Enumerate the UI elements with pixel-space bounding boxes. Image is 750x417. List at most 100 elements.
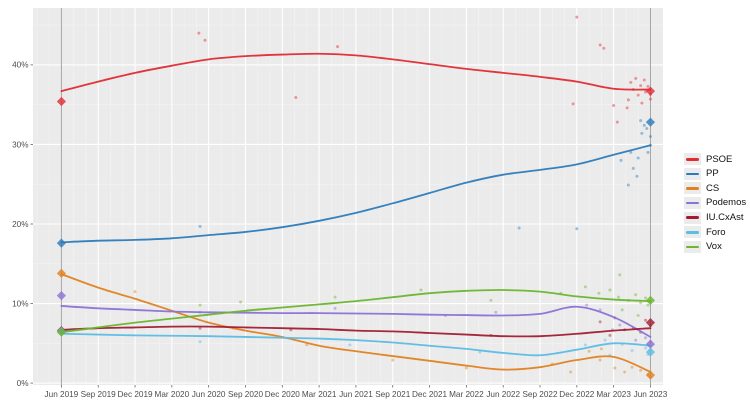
poll-dot-Foro	[630, 348, 634, 352]
poll-dot-PSOE	[626, 98, 630, 102]
iu-cxast-key-box	[684, 211, 701, 224]
poll-dot-CS	[598, 358, 602, 362]
podemos-key-box	[684, 197, 701, 210]
poll-dot-Podemos	[634, 338, 638, 342]
legend-item-vox: Vox	[684, 240, 746, 255]
legend-item-pp: PP	[684, 167, 746, 182]
vox-key-box	[684, 240, 701, 253]
poll-dot-PSOE	[203, 38, 207, 42]
poll-dot-PSOE	[639, 84, 643, 88]
poll-dot-PSOE	[640, 101, 644, 105]
poll-dot-IU.CxAst	[598, 320, 602, 324]
poll-dot-PSOE	[575, 15, 579, 19]
legend-item-iu-cxast: IU.CxAst	[684, 210, 746, 225]
poll-dot-Podemos	[618, 323, 622, 327]
cs-line-swatch	[686, 187, 699, 190]
result-diamond-PSOE	[56, 96, 66, 107]
poll-dot-PP	[626, 183, 630, 187]
trend-line-Vox	[60, 289, 652, 334]
poll-dot-PSOE	[615, 120, 619, 124]
poll-dot-Vox	[639, 301, 643, 305]
pp-key-box	[684, 167, 701, 180]
trend-line-Podemos	[60, 305, 652, 338]
poll-dot-PP	[629, 150, 633, 154]
x-tick-label: Sep 2020	[228, 390, 264, 399]
poll-dot-PSOE	[625, 106, 629, 110]
poll-dot-Vox	[198, 303, 202, 307]
poll-dot-Vox	[636, 313, 640, 317]
legend-item-cs: CS	[684, 181, 746, 196]
poll-dot-PP	[636, 156, 640, 160]
poll-dot-PSOE	[636, 93, 640, 97]
legend-label-psoe: PSOE	[706, 153, 733, 165]
poll-dot-PP	[642, 123, 646, 127]
poll-dot-PP	[517, 226, 521, 230]
vox-line-swatch	[686, 245, 699, 249]
poll-dot-Vox	[239, 300, 243, 304]
poll-dot-Podemos	[494, 310, 498, 314]
poll-dot-CS	[464, 366, 468, 370]
poll-dot-Vox	[634, 293, 638, 297]
poll-dot-CS	[613, 366, 617, 370]
poll-dot-PSOE	[197, 31, 201, 35]
poll-dot-PP	[639, 119, 643, 123]
x-tick-label: Sep 2019	[81, 390, 117, 399]
x-tick-label: Jun 2023	[634, 390, 668, 399]
poll-dot-PSOE	[642, 78, 646, 82]
result-diamond-Podemos	[645, 339, 656, 349]
legend: PSOE PP CS Podemos IU.CxAst Foro Vox	[684, 152, 746, 254]
poll-dot-Foro	[644, 346, 648, 350]
poll-dot-PSOE	[648, 97, 652, 101]
result-diamond-IU.CxAst	[645, 318, 656, 328]
poll-dot-Vox	[489, 298, 493, 302]
poll-dot-PSOE	[571, 102, 575, 106]
legend-item-psoe: PSOE	[684, 152, 746, 167]
poll-dot-PSOE	[336, 45, 340, 49]
pp-line-swatch	[686, 172, 699, 176]
x-tick-label: Dec 2021	[412, 390, 447, 399]
poll-dot-Vox	[620, 308, 624, 312]
poll-dot-PP	[646, 150, 650, 154]
cs-key-box	[684, 182, 701, 195]
y-tick-label: 40%	[12, 61, 28, 70]
legend-label-vox: Vox	[706, 241, 722, 253]
poll-dot-CS	[639, 368, 643, 372]
poll-dot-PP	[198, 224, 202, 228]
poll-dot-PSOE	[646, 84, 650, 88]
poll-dot-PSOE	[634, 76, 638, 80]
result-diamond-PSOE	[645, 86, 656, 96]
iu-cxast-line-swatch	[686, 216, 699, 219]
trend-line-PSOE	[60, 52, 652, 93]
x-tick-label: Dec 2022	[559, 390, 594, 399]
poll-dot-CS	[133, 290, 137, 294]
poll-dot-Podemos	[644, 336, 648, 340]
result-diamond-PP	[645, 117, 656, 127]
poll-dot-Vox	[597, 291, 601, 295]
poll-dot-PSOE	[598, 43, 602, 47]
x-tick-label: Mar 2021	[302, 390, 337, 399]
foro-line-swatch	[686, 230, 699, 234]
x-tick-label: Mar 2022	[449, 390, 484, 399]
poll-dot-CS	[623, 370, 627, 374]
poll-dot-Podemos	[598, 308, 602, 312]
psoe-key-box	[684, 153, 701, 166]
poll-dot-CS	[305, 343, 309, 347]
result-diamond-Vox	[56, 327, 66, 337]
legend-label-pp: PP	[706, 168, 719, 180]
psoe-line-swatch	[686, 158, 699, 161]
legend-label-iu-cxast: IU.CxAst	[706, 211, 744, 223]
poll-dot-IU.CxAst	[198, 326, 202, 330]
x-tick-label: Jun 2022	[486, 390, 520, 399]
poll-dot-Podemos	[333, 306, 337, 310]
poll-dot-Vox	[618, 273, 622, 277]
poll-dot-Foro	[198, 340, 202, 344]
foro-key-box	[684, 226, 701, 239]
result-diamond-Foro	[645, 347, 656, 357]
x-tick-label: Mar 2020	[155, 390, 190, 399]
x-tick-label: Jun 2020	[192, 390, 226, 399]
poll-dot-PP	[648, 134, 652, 138]
y-tick-label: 20%	[12, 220, 28, 229]
legend-item-foro: Foro	[684, 225, 746, 240]
legend-label-cs: CS	[706, 182, 720, 194]
